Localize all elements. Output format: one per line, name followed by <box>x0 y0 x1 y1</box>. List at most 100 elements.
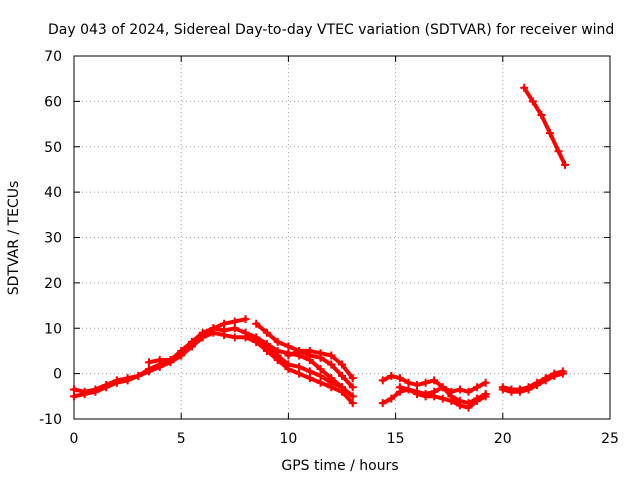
data-point <box>395 374 404 383</box>
y-tick-label: 0 <box>53 367 62 383</box>
data-point <box>166 356 175 365</box>
x-tick-label: 5 <box>177 431 186 447</box>
data-point <box>537 110 546 119</box>
data-point <box>421 392 430 401</box>
data-point <box>327 360 336 369</box>
data-point <box>387 394 396 403</box>
data-point <box>295 346 304 355</box>
data-point <box>560 160 569 169</box>
series-trace <box>522 85 567 167</box>
data-point <box>80 390 89 399</box>
series-trace <box>72 330 355 399</box>
x-tick-label: 15 <box>387 431 405 447</box>
data-point <box>198 333 207 342</box>
data-series-track-5 <box>241 328 346 392</box>
data-point <box>284 360 293 369</box>
data-point <box>305 367 314 376</box>
data-point <box>464 387 473 396</box>
series <box>70 83 569 412</box>
data-point <box>550 371 559 380</box>
y-tick-label: 10 <box>44 321 62 337</box>
data-point <box>413 380 422 389</box>
data-point <box>473 396 482 405</box>
data-point <box>338 371 346 380</box>
data-point <box>421 378 430 387</box>
data-point <box>507 387 516 396</box>
data-point <box>145 358 154 367</box>
data-point <box>252 319 261 328</box>
data-point <box>252 333 261 342</box>
data-point <box>528 97 537 106</box>
data-point <box>295 369 304 378</box>
data-point <box>438 383 447 392</box>
data-point <box>378 399 387 408</box>
data-point <box>438 394 447 403</box>
data-point <box>316 349 325 358</box>
data-point <box>241 328 250 337</box>
data-point <box>134 371 143 380</box>
y-axis-label: SDTVAR / TECUs <box>6 181 22 296</box>
data-point <box>520 83 529 92</box>
data-point <box>395 383 404 392</box>
x-tick-label: 20 <box>494 431 512 447</box>
data-point <box>404 378 413 387</box>
data-point <box>348 392 357 401</box>
x-tick-label: 10 <box>279 431 297 447</box>
y-tick-label: 20 <box>44 276 62 292</box>
series-trace <box>72 326 355 406</box>
data-point <box>155 362 164 371</box>
grid <box>74 56 610 419</box>
data-point <box>295 362 304 371</box>
data-series-track-3 <box>145 315 250 367</box>
data-point <box>327 374 336 383</box>
data-point <box>70 392 78 401</box>
data-point <box>241 315 250 324</box>
data-point <box>305 374 314 383</box>
data-point <box>284 351 293 360</box>
data-point <box>305 346 314 355</box>
data-point <box>413 390 422 399</box>
data-point <box>541 376 550 385</box>
series-trace <box>254 321 355 390</box>
data-point <box>348 374 357 383</box>
data-point <box>404 385 413 394</box>
data-series-track-12 <box>520 83 569 169</box>
data-point <box>145 367 154 376</box>
x-tick-label: 25 <box>601 431 619 447</box>
data-point <box>177 351 186 360</box>
data-point <box>230 333 239 342</box>
data-point <box>316 365 325 374</box>
data-point <box>338 360 346 369</box>
data-point <box>316 378 325 387</box>
data-point <box>187 342 196 351</box>
data-point <box>284 342 293 351</box>
data-point <box>209 324 218 333</box>
data-point <box>230 317 239 326</box>
x-tick-label: 0 <box>70 431 79 447</box>
data-point <box>262 328 271 337</box>
data-point <box>348 383 357 392</box>
data-point <box>91 387 100 396</box>
data-point <box>338 383 346 392</box>
data-point <box>387 371 396 380</box>
data-point <box>273 337 282 346</box>
data-series-track-11 <box>498 369 567 396</box>
data-point <box>554 147 563 156</box>
data-point <box>378 376 387 385</box>
y-tick-label: -10 <box>39 412 62 428</box>
data-point <box>545 129 554 138</box>
data-point <box>447 396 456 405</box>
y-tick-label: 30 <box>44 231 62 247</box>
data-point <box>70 385 78 394</box>
data-point <box>533 380 542 389</box>
chart-title: Day 043 of 2024, Sidereal Day-to-day VTE… <box>48 22 614 38</box>
data-point <box>430 376 439 385</box>
ticks: 0 5 10 15 20 25 -10 0 10 20 30 40 50 60 70 <box>39 49 619 447</box>
data-point <box>155 356 164 365</box>
data-point <box>524 385 533 394</box>
data-point <box>515 387 524 396</box>
y-tick-label: 70 <box>44 49 62 65</box>
data-point <box>348 399 357 408</box>
data-point <box>455 385 464 394</box>
data-series-track-6 <box>284 346 357 383</box>
